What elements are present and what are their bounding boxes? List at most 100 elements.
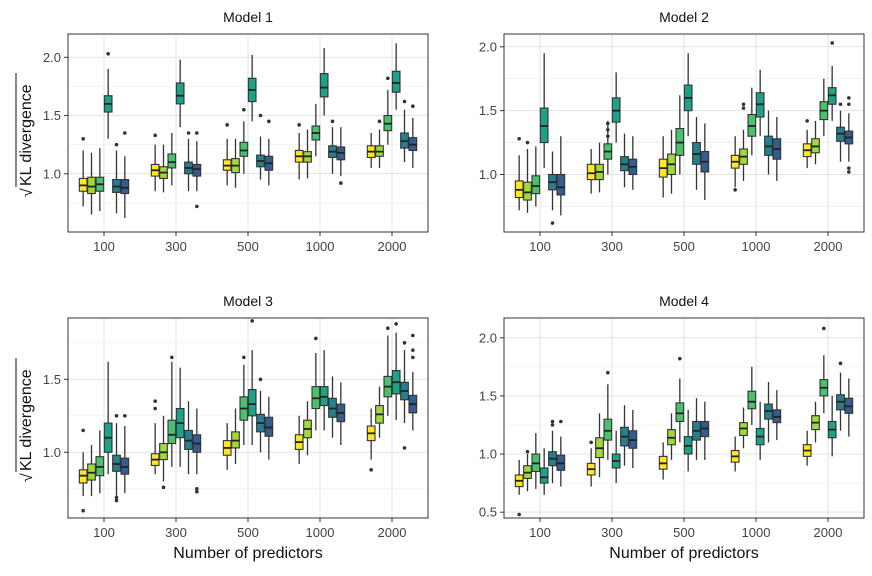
box-group-2000 [802, 326, 854, 466]
box-outlier [559, 419, 563, 424]
box-outlier [838, 361, 843, 366]
box-outlier [411, 104, 415, 109]
box-outlier [114, 414, 119, 418]
y-tick-label: 1.5 [43, 372, 61, 387]
box-outlier [525, 449, 530, 454]
box-outlier [402, 99, 407, 104]
box-outlier [242, 355, 246, 360]
box-outlier [394, 322, 398, 326]
panel-title: Model 3 [223, 293, 273, 309]
panel-model-1: Model 1 1.0 1.5 2.0 100 300 500 1000 2000 √ KL div… [15, 9, 429, 254]
panel-model-2: Model 2 1.0 1.5 2.0 100 300 500 1000 2000 [479, 9, 865, 254]
box-outlier [81, 508, 85, 513]
box-outlier [606, 134, 610, 138]
box-outlier [847, 166, 851, 170]
y-axis-label-text: KL divergence [18, 369, 35, 471]
box-group-1000 [730, 366, 782, 472]
box-outlier [550, 419, 555, 424]
box-iqr [675, 402, 685, 423]
x-tick-label: 500 [673, 239, 695, 254]
box-outlier [402, 446, 407, 450]
box-outlier [330, 119, 335, 124]
box-group-100 [78, 361, 130, 513]
panel-border [67, 317, 429, 519]
box-outlier [847, 170, 851, 174]
panel-model-4: Model 4 0.5 1.0 1.5 2.0 100 300 500 1000 2000 Numb… [479, 293, 865, 562]
x-tick-label: 500 [673, 525, 695, 540]
x-tick-label: 300 [601, 525, 623, 540]
box-iqr [586, 163, 596, 181]
y-tick-label: 2.0 [43, 50, 61, 65]
y-tick-label: 2.0 [479, 39, 497, 54]
box-outlier [195, 489, 199, 494]
box-iqr [747, 390, 757, 410]
box-outlier [258, 377, 263, 382]
box-iqr [247, 388, 257, 417]
box-outlier [81, 428, 85, 433]
box-outlier [195, 131, 199, 135]
box-outlier [81, 137, 85, 141]
box-iqr [239, 141, 249, 157]
y-axis-label: √ KL divergence [15, 73, 36, 197]
box-iqr [175, 82, 185, 105]
box-group-100 [514, 419, 566, 517]
box-outlier [123, 414, 127, 418]
box-outlier [106, 52, 110, 56]
box-iqr [167, 153, 177, 169]
box-outlier [114, 495, 119, 500]
box-outlier [550, 221, 555, 225]
y-tick-label: 1.0 [479, 167, 497, 182]
x-axis-label: Number of predictors [609, 545, 758, 562]
box-outlier [606, 370, 610, 375]
box-outlier [589, 440, 593, 445]
box-outlier [250, 319, 254, 323]
box-group-100 [514, 53, 566, 225]
panel-title: Model 1 [223, 9, 273, 25]
panel-model-3: Model 3 1.0 1.5 100 300 500 1000 2000 √ KL diverg… [15, 293, 429, 562]
box-outlier [153, 399, 157, 404]
x-tick-label: 1000 [306, 239, 335, 254]
y-axis-label: √ KL divergence [15, 358, 36, 482]
box-outlier [606, 121, 610, 126]
box-iqr [539, 467, 549, 484]
box-outlier [606, 128, 610, 132]
x-tick-label: 100 [93, 239, 115, 254]
box-outlier [838, 102, 843, 107]
box-outlier [847, 96, 851, 100]
panel-title: Model 4 [659, 293, 709, 309]
box-outlier [517, 136, 521, 141]
x-tick-label: 500 [237, 525, 259, 540]
box-outlier [242, 107, 246, 112]
x-axis-label: Number of predictors [173, 545, 322, 562]
box-outlier [741, 106, 746, 110]
box-iqr [192, 163, 202, 177]
box-group-500 [222, 319, 274, 470]
x-tick-label: 2000 [378, 525, 407, 540]
box-outlier [402, 341, 407, 345]
box-outlier [161, 485, 166, 490]
x-tick-label: 300 [165, 525, 187, 540]
box-group-300 [150, 355, 202, 494]
box-iqr [556, 173, 566, 196]
y-tick-label: 1.5 [479, 103, 497, 118]
box-outlier [369, 468, 373, 472]
box-outlier [847, 102, 851, 107]
x-tick-label: 100 [93, 525, 115, 540]
box-iqr [87, 176, 96, 195]
box-group-300 [586, 72, 638, 194]
box-group-1000 [294, 47, 346, 185]
box-iqr [120, 179, 130, 195]
x-tick-label: 300 [601, 239, 623, 254]
x-tick-label: 300 [165, 239, 187, 254]
y-tick-label: 0.5 [479, 505, 497, 520]
y-tick-label: 1.0 [479, 447, 497, 462]
box-outlier [386, 326, 390, 331]
x-tick-label: 500 [237, 239, 259, 254]
box-iqr [603, 418, 613, 441]
box-outlier [517, 512, 521, 517]
sqrt-symbol: √ [19, 473, 36, 482]
box-iqr [531, 175, 541, 195]
box-outlier [195, 487, 199, 491]
